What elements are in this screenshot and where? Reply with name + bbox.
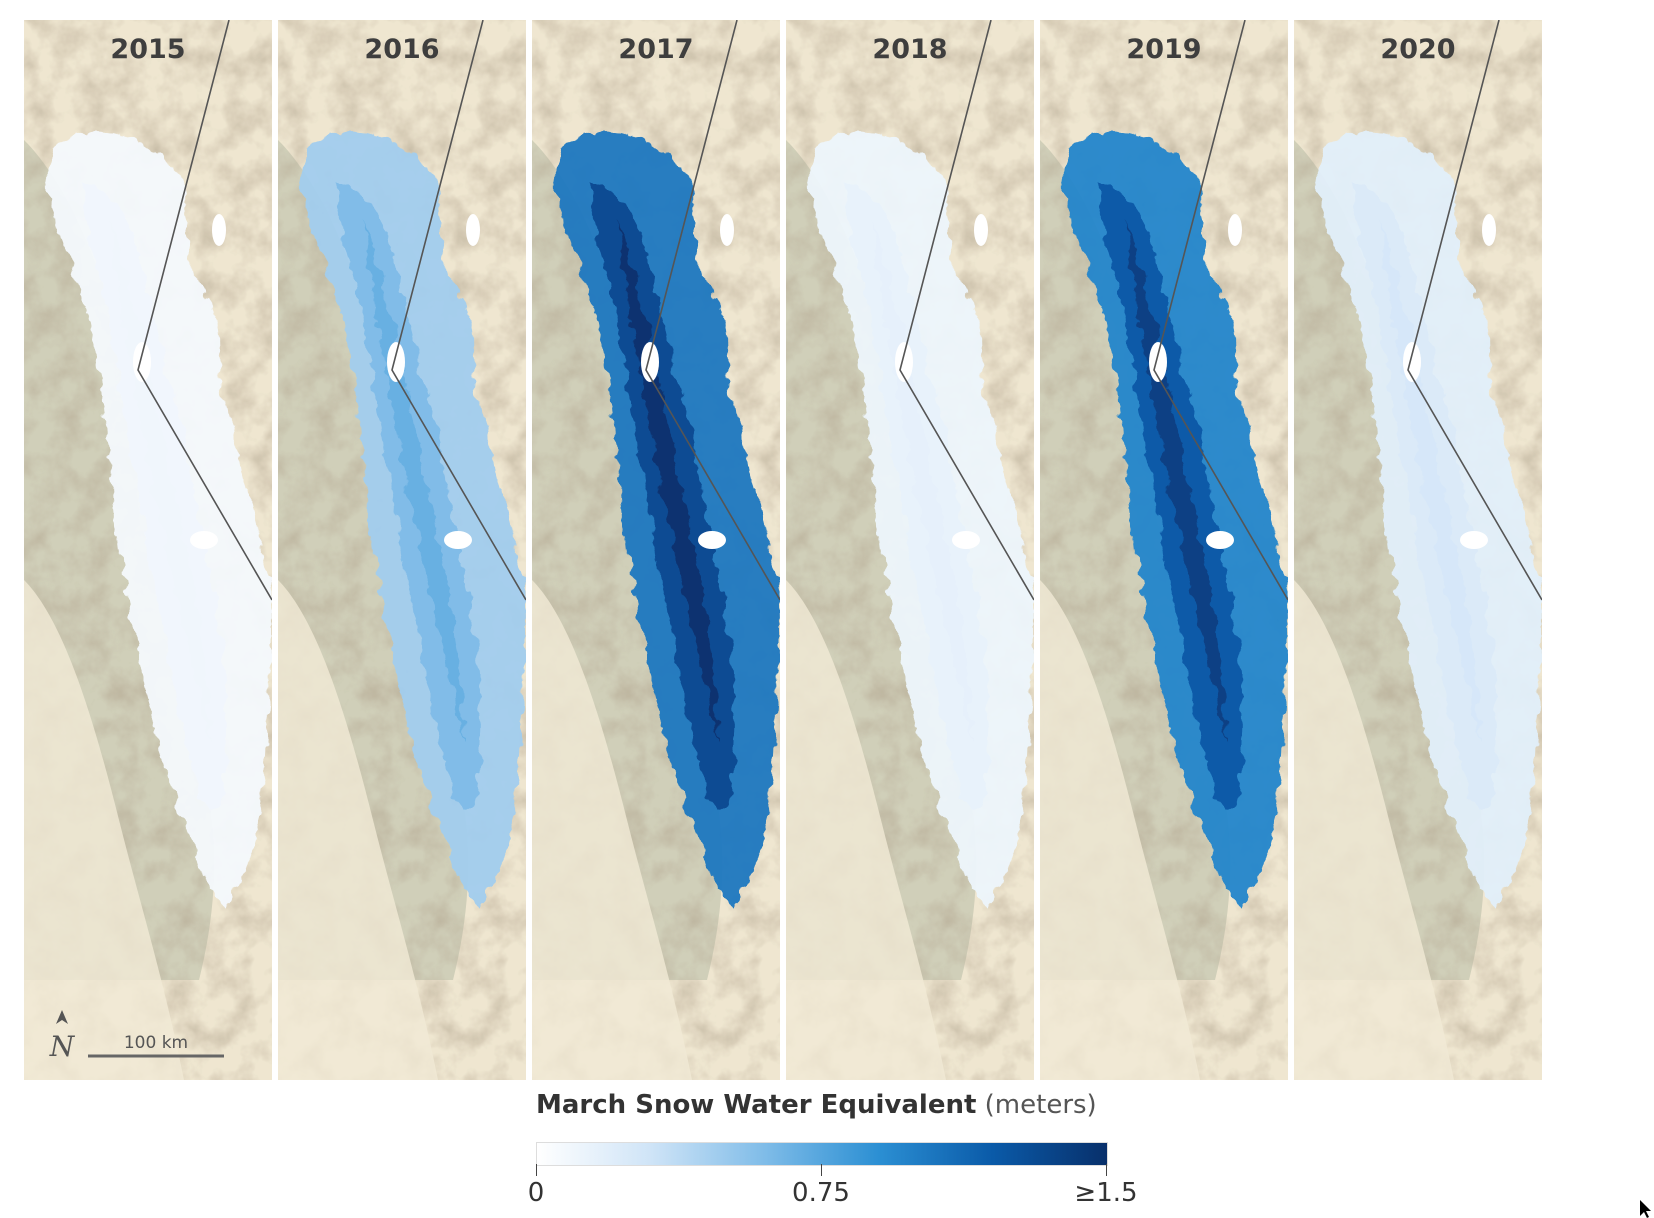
mono-lake (444, 531, 472, 549)
snow-cover-2018 (809, 131, 1034, 910)
valley-floor (278, 580, 438, 1080)
lake-tahoe (1403, 342, 1421, 382)
year-label: 2016 (364, 34, 439, 65)
pyramid-lake (1228, 214, 1242, 246)
state-border-line (899, 20, 1034, 601)
valley-floor (1294, 580, 1454, 1080)
state-border-line (1153, 20, 1288, 601)
lake-tahoe (641, 342, 659, 382)
legend-title-main: March Snow Water Equivalent (536, 1090, 977, 1120)
valley-floor (532, 580, 692, 1080)
valley-floor (1040, 580, 1200, 1080)
snow-cover-2016 (301, 131, 526, 910)
state-border-line (645, 20, 780, 601)
legend: March Snow Water Equivalent (meters) 0 0.… (500, 1090, 1140, 1210)
mono-lake (952, 531, 980, 549)
year-label: 2019 (1126, 34, 1201, 65)
map-furniture: N 100 km (49, 1010, 224, 1063)
legend-color-ramp (536, 1142, 1108, 1166)
state-border-line (391, 20, 526, 601)
legend-tick-mark (536, 1164, 537, 1176)
legend-tick-mark (1106, 1164, 1107, 1176)
valley-floor (24, 580, 184, 1080)
snow-map-panels: 2015 2016 2017 2018 2019 2020 N 100 km (24, 20, 1542, 1080)
map-panel-2016: 2016 (278, 20, 526, 1080)
map-panel-2018: 2018 (786, 20, 1034, 1080)
valley-floor (786, 580, 946, 1080)
snow-cover-2015 (47, 131, 272, 910)
year-label: 2020 (1380, 34, 1455, 65)
map-panel-2020: 2020 (1294, 20, 1542, 1080)
state-border-line (137, 20, 272, 601)
legend-title: March Snow Water Equivalent (meters) (536, 1090, 1097, 1120)
pyramid-lake (974, 214, 988, 246)
map-panel-2015: 2015 (24, 20, 272, 1080)
pyramid-lake (720, 214, 734, 246)
snow-cover-2017 (555, 131, 780, 910)
mono-lake (698, 531, 726, 549)
mono-lake (190, 531, 218, 549)
pyramid-lake (1482, 214, 1496, 246)
snow-cover-2019 (1063, 131, 1288, 910)
legend-title-unit: (meters) (984, 1090, 1097, 1120)
lake-tahoe (133, 342, 151, 382)
pyramid-lake (212, 214, 226, 246)
scale-bar-label: 100 km (124, 1033, 188, 1053)
state-border-line (1407, 20, 1542, 601)
mono-lake (1206, 531, 1234, 549)
year-label: 2017 (618, 34, 693, 65)
mouse-cursor-icon (1640, 1200, 1651, 1218)
map-panel-2017: 2017 (532, 20, 780, 1080)
north-arrow-icon: N (49, 1010, 76, 1063)
legend-tick-label: ≥1.5 (1074, 1178, 1138, 1208)
svg-text:N: N (49, 1030, 76, 1063)
snow-cover-2020 (1317, 131, 1542, 910)
year-label: 2015 (110, 34, 185, 65)
mono-lake (1460, 531, 1488, 549)
pyramid-lake (466, 214, 480, 246)
lake-tahoe (1149, 342, 1167, 382)
legend-tick-label: 0.75 (792, 1178, 850, 1208)
lake-tahoe (895, 342, 913, 382)
legend-tick-label: 0 (527, 1178, 545, 1208)
legend-tick-mark (821, 1164, 822, 1176)
year-label: 2018 (872, 34, 947, 65)
lake-tahoe (387, 342, 405, 382)
map-panel-2019: 2019 (1040, 20, 1288, 1080)
